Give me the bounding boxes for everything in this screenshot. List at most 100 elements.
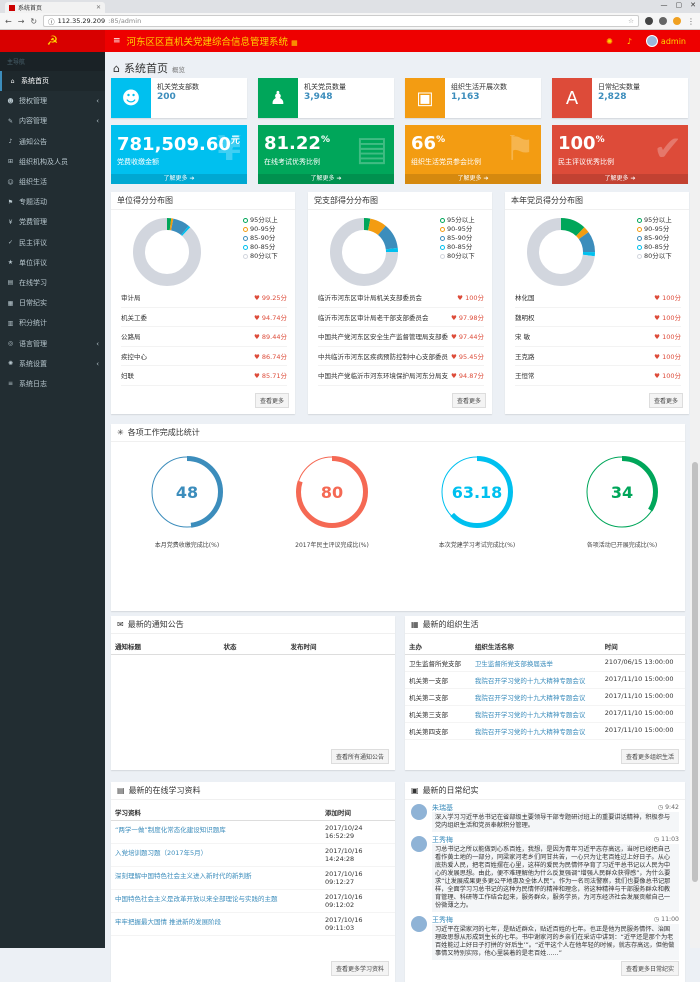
org-host: 机关第三支部: [405, 705, 471, 723]
user-menu[interactable]: admin: [645, 35, 686, 47]
scrollbar-thumb[interactable]: [692, 462, 698, 882]
org-activity-link[interactable]: 我院召开学习党的十九大精神专题会议: [474, 677, 586, 685]
daily-header: ▣ 最新的日常纪实: [405, 782, 685, 800]
sidebar-item[interactable]: ▤ 在线学习: [0, 273, 105, 293]
chevron-left-icon: ‹: [96, 339, 99, 348]
view-more-button[interactable]: 查看更多: [648, 393, 683, 408]
close-window-icon[interactable]: ✕: [690, 1, 696, 9]
org-activity-link[interactable]: 我院召开学习党的十九大精神专题会议: [474, 728, 586, 736]
ranking-name: 机关工委: [121, 313, 147, 322]
more-info-link[interactable]: 了解更多 ➔: [258, 174, 394, 184]
bell-icon[interactable]: ♪: [626, 36, 632, 46]
study-title-cell: “两学一做”制度化常态化建设知识题库: [111, 820, 321, 844]
sidebar-item[interactable]: ≡ 系统日志: [0, 374, 105, 394]
thumbs-up-icon: ♥: [450, 352, 459, 361]
sidebar-item[interactable]: ♪ 通知公告: [0, 132, 105, 152]
ranking-name: 中共临沂市河东区疾病预防控制中心支部委员会: [318, 352, 448, 361]
more-study-button[interactable]: 查看更多学习资料: [330, 961, 389, 976]
more-daily-button[interactable]: 查看更多日常纪实: [620, 961, 679, 976]
envelope-icon: ✉: [117, 620, 124, 629]
ranking-score: ♥ 100分: [654, 370, 681, 380]
legend-label: 90-95分: [250, 225, 276, 233]
log-author-link[interactable]: 朱瑞基: [432, 804, 453, 812]
sidebar-item[interactable]: ⌂ 系统首页: [0, 71, 105, 92]
legend-label: 85-90分: [644, 234, 670, 242]
page-subtitle: 概览: [171, 66, 185, 74]
log-author-link[interactable]: 王秀梅: [432, 836, 453, 844]
star-icon: ★: [7, 259, 14, 267]
org-activity-link[interactable]: 我院召开学习党的十九大精神专题会议: [474, 711, 586, 719]
gauge-label: 各项活动已开展完成比(%): [586, 542, 658, 549]
more-notices-button[interactable]: 查看所有通知公告: [330, 749, 389, 764]
sidebar-item[interactable]: ▦ 日常纪实: [0, 293, 105, 313]
sidebar-item[interactable]: ▥ 积分统计: [0, 313, 105, 333]
stat-number: 100: [558, 133, 596, 154]
minimize-icon[interactable]: —: [660, 1, 668, 9]
study-link[interactable]: 入党培训题习题（2017年5月）: [115, 849, 208, 857]
thumbs-up-icon: ♥: [253, 352, 262, 361]
reload-icon[interactable]: ↻: [30, 16, 38, 26]
menu-icon[interactable]: ⋮: [687, 16, 695, 26]
col-header: 通知标题: [111, 638, 220, 655]
maximize-icon[interactable]: ▢: [675, 1, 683, 9]
info-box-label: 日常纪实数量: [598, 83, 640, 91]
study-link[interactable]: 深刻理解中国特色社会主义进入新时代的新判断: [115, 872, 252, 880]
legend-dot-icon: [440, 236, 445, 241]
sidebar-item[interactable]: ⊞ 组织机构及人员: [0, 152, 105, 172]
sidebar-item[interactable]: ★ 单位评议: [0, 253, 105, 273]
browser-tab[interactable]: 系统首页 ✕: [5, 2, 105, 13]
page-scrollbar[interactable]: [690, 52, 700, 948]
list-item: 审计局 ♥ 99.25分: [121, 288, 287, 308]
extension-icon[interactable]: [659, 17, 667, 25]
settings-icon[interactable]: ✺: [606, 36, 613, 46]
sidebar-item[interactable]: ☺ 组织生活: [0, 172, 105, 192]
donut-segment: [133, 218, 201, 286]
thumbs-up-icon: ♥: [654, 352, 663, 361]
more-org-life-button[interactable]: 查看更多组织生活: [620, 749, 679, 764]
study-link[interactable]: 牢牢把握最大国情 推进新的发展阶段: [115, 918, 222, 926]
donut-segment: [330, 218, 398, 286]
info-box-value: 1,163: [451, 92, 480, 102]
star-icon[interactable]: ☆: [628, 17, 634, 25]
table-row: 入党培训题习题（2017年5月） 2017/10/16 14:24:28: [111, 843, 395, 867]
donut-segment: [330, 218, 398, 286]
stat-deco-icon: ▤: [355, 129, 388, 169]
list-item: 公路局 ♥ 89.44分: [121, 327, 287, 347]
distribution-panel: 党支部得分分布图 95分以上 90-95分 85-90分 80-85分 80分以下 临沂市河…: [308, 192, 492, 414]
study-link[interactable]: “两学一做”制度化常态化建设知识题库: [115, 826, 226, 834]
table-row: 机关第二支部 我院召开学习党的十九大精神专题会议 2017/11/10 15:00:…: [405, 688, 685, 706]
org-activity-link[interactable]: 卫生监督所党支部换届选举: [474, 660, 553, 668]
extension-icon[interactable]: [645, 17, 653, 25]
info-box: A 日常纪实数量 2,828: [552, 78, 688, 118]
back-icon[interactable]: ←: [5, 16, 12, 26]
sidebar-item[interactable]: ✺ 系统设置 ‹: [0, 354, 105, 374]
chart-legend: 95分以上 90-95分 85-90分 80-85分 80分以下: [243, 216, 278, 261]
progress-gauge: 63.18: [439, 454, 515, 530]
url-input[interactable]: ⓘ 112.35.29.209:85/admin ☆: [43, 15, 639, 27]
sidebar-item[interactable]: ⚑ 专题活动: [0, 192, 105, 212]
more-info-link[interactable]: 了解更多 ➔: [111, 174, 247, 184]
sidebar-toggle-icon[interactable]: ≡: [113, 36, 121, 46]
org-activity-link[interactable]: 我院召开学习党的十九大精神专题会议: [474, 694, 586, 702]
view-more-button[interactable]: 查看更多: [451, 393, 486, 408]
log-author-link[interactable]: 王秀梅: [432, 916, 453, 924]
extension-icon[interactable]: [673, 17, 681, 25]
study-link[interactable]: 中国特色社会主义是改革开放以来全部理论与实践的主题: [115, 895, 278, 903]
table-row: 机关第三支部 我院召开学习党的十九大精神专题会议 2017/11/10 15:00:…: [405, 705, 685, 723]
close-tab-icon[interactable]: ✕: [95, 4, 101, 11]
sidebar-item[interactable]: ✎ 内容管理 ‹: [0, 111, 105, 131]
sidebar-item[interactable]: ◎ 语言管理 ‹: [0, 333, 105, 353]
view-more-button[interactable]: 查看更多: [254, 393, 289, 408]
page-title-text: 系统首页: [123, 62, 168, 75]
more-info-link[interactable]: 了解更多 ➔: [552, 174, 688, 184]
sidebar-item[interactable]: ¥ 党费管理: [0, 212, 105, 232]
ranking-name: 公路局: [121, 333, 141, 342]
sidebar-item[interactable]: ☻ 授权管理 ‹: [0, 91, 105, 111]
col-header: 学习资料: [111, 804, 321, 821]
sidebar-item[interactable]: ✓ 民主评议: [0, 233, 105, 253]
ranking-score: ♥ 95.45分: [451, 351, 484, 361]
log-text: 深入学习习近平总书记在省部级主要领导干部专题研讨班上的重要讲话精神，积极参与党内…: [432, 812, 679, 832]
gauge-fill: [441, 456, 513, 528]
forward-icon[interactable]: →: [17, 16, 25, 26]
more-info-link[interactable]: 了解更多 ➔: [405, 174, 541, 184]
